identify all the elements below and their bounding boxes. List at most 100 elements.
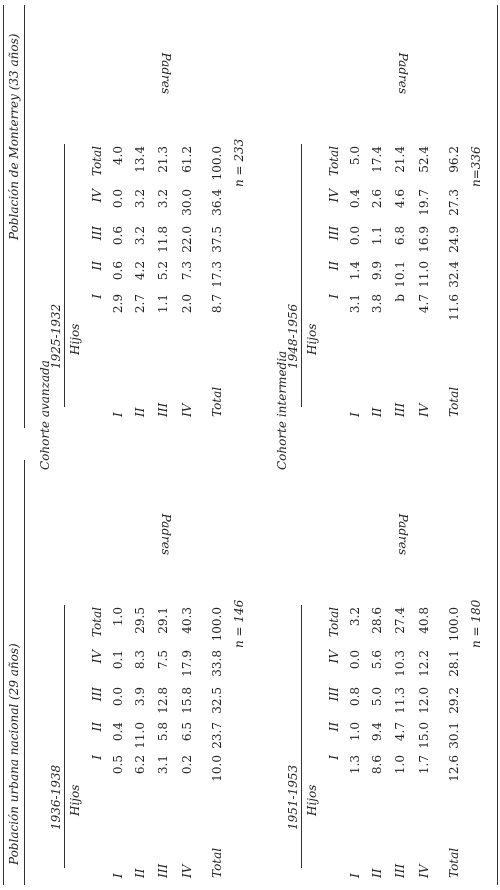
table-cell: 27.4 [393, 607, 407, 634]
cohort-years: 1925-1932 [49, 303, 63, 369]
table-cell: 0.0 [111, 189, 125, 209]
row-label: II [133, 868, 147, 878]
table-cell: 2.6 [370, 189, 384, 209]
cohort-rule [301, 605, 302, 868]
table-cell: 33.8 [210, 650, 224, 677]
row-label: I [111, 412, 125, 417]
padres-label: Padres [396, 513, 410, 555]
column-header: IV [327, 650, 341, 664]
cohort-years: 1948-1956 [286, 303, 300, 369]
cohort-advanced-label: Cohorte avanzada [38, 360, 52, 470]
table-cell: 29.1 [156, 607, 170, 634]
row-label: I [348, 873, 362, 878]
table-cell: 19.7 [417, 189, 431, 216]
table-cell: 12.2 [417, 650, 431, 677]
column-header: Total [90, 146, 104, 177]
table-cell: 28.1 [447, 650, 461, 677]
row-label: I [348, 412, 362, 417]
table-cell: 36.4 [210, 189, 224, 216]
title-national: Población urbana nacional (29 años) [7, 643, 21, 865]
column-header: II [327, 261, 341, 271]
table-cell: 96.2 [447, 146, 461, 173]
table-cell: 0.4 [348, 189, 362, 209]
column-header: II [90, 261, 104, 271]
cohort-rule [64, 605, 65, 868]
row-label: III [156, 402, 170, 417]
table-cell: 100.0 [447, 607, 461, 642]
cohort-years: 1951-1953 [286, 764, 300, 830]
padres-label: Padres [159, 52, 173, 94]
table-cell: 40.3 [180, 607, 194, 634]
sample-size: n=336 [469, 146, 483, 187]
row-label: Total [210, 847, 224, 878]
table-cell: 3.2 [156, 189, 170, 209]
hijos-label: Hijos [68, 784, 82, 816]
table-cell: 5.0 [348, 146, 362, 166]
column-header: III [90, 226, 104, 241]
title-monterrey: Población de Monterrey (33 años) [7, 33, 21, 240]
column-header: III [327, 226, 341, 241]
table-cell: 8.3 [133, 650, 147, 670]
table-cell: 17.9 [180, 650, 194, 677]
column-header: Total [327, 607, 341, 638]
title-rule-right [24, 5, 25, 428]
table-cell: 3.2 [348, 607, 362, 627]
table-cell: 28.6 [370, 607, 384, 634]
top-rule [3, 5, 4, 885]
row-label: III [393, 863, 407, 878]
row-label: Total [210, 386, 224, 417]
column-header: Total [90, 607, 104, 638]
table-cell: 29.5 [133, 607, 147, 634]
table-cell: 7.5 [156, 650, 170, 670]
cohort-rule [301, 144, 302, 407]
row-label: IV [417, 403, 431, 417]
table-cell: 100.0 [210, 607, 224, 642]
cohort-rule [64, 144, 65, 407]
table-cell: 21.3 [156, 146, 170, 173]
table-cell: 21.4 [393, 146, 407, 173]
row-label: I [111, 873, 125, 878]
column-header: Total [327, 146, 341, 177]
row-label: Total [447, 386, 461, 417]
column-header: IV [327, 189, 341, 203]
column-header: II [90, 722, 104, 732]
table-cell: 17.4 [370, 146, 384, 173]
column-header: III [327, 687, 341, 702]
table-cell: 40.8 [417, 607, 431, 634]
table-cell: 61.2 [180, 146, 194, 173]
table-cell: 52.4 [417, 146, 431, 173]
table-cell: 0.1 [111, 650, 125, 670]
table-cell: 4.6 [393, 189, 407, 209]
sample-size: n = 233 [232, 138, 246, 187]
table-cell: 27.3 [447, 189, 461, 216]
row-label: II [133, 407, 147, 417]
table-cell: 5.6 [370, 650, 384, 670]
hijos-label: Hijos [68, 323, 82, 355]
table-cell: 10.3 [393, 650, 407, 677]
padres-label: Padres [159, 513, 173, 555]
row-label: II [370, 407, 384, 417]
sample-size: n = 180 [469, 599, 483, 648]
table-cell: 3.2 [133, 189, 147, 209]
row-label: III [393, 402, 407, 417]
table-cell: 4.0 [111, 146, 125, 166]
row-label: II [370, 868, 384, 878]
column-header: II [327, 722, 341, 732]
padres-label: Padres [396, 52, 410, 94]
column-header: IV [90, 189, 104, 203]
table-cell: 13.4 [133, 146, 147, 173]
bottom-rule [497, 5, 498, 885]
row-label: III [156, 863, 170, 878]
sample-size: n = 146 [232, 599, 246, 648]
row-label: IV [417, 864, 431, 878]
title-rule-left [24, 460, 25, 885]
hijos-label: Hijos [305, 784, 319, 816]
table-cell: 100.0 [210, 146, 224, 181]
column-header: III [90, 687, 104, 702]
cohort-years: 1936-1938 [49, 764, 63, 830]
row-label: Total [447, 847, 461, 878]
column-header: IV [90, 650, 104, 664]
table-cell: 0.0 [348, 650, 362, 670]
table-cell: 30.0 [180, 189, 194, 216]
